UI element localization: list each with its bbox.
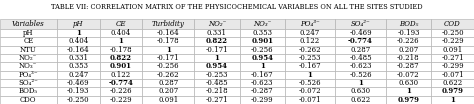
Text: TABLE VII: CORRELATION MATRIX OF THE PHYSICOCHEMICAL VARIABLES ON ALL THE SITES : TABLE VII: CORRELATION MATRIX OF THE PHY… xyxy=(51,3,423,11)
